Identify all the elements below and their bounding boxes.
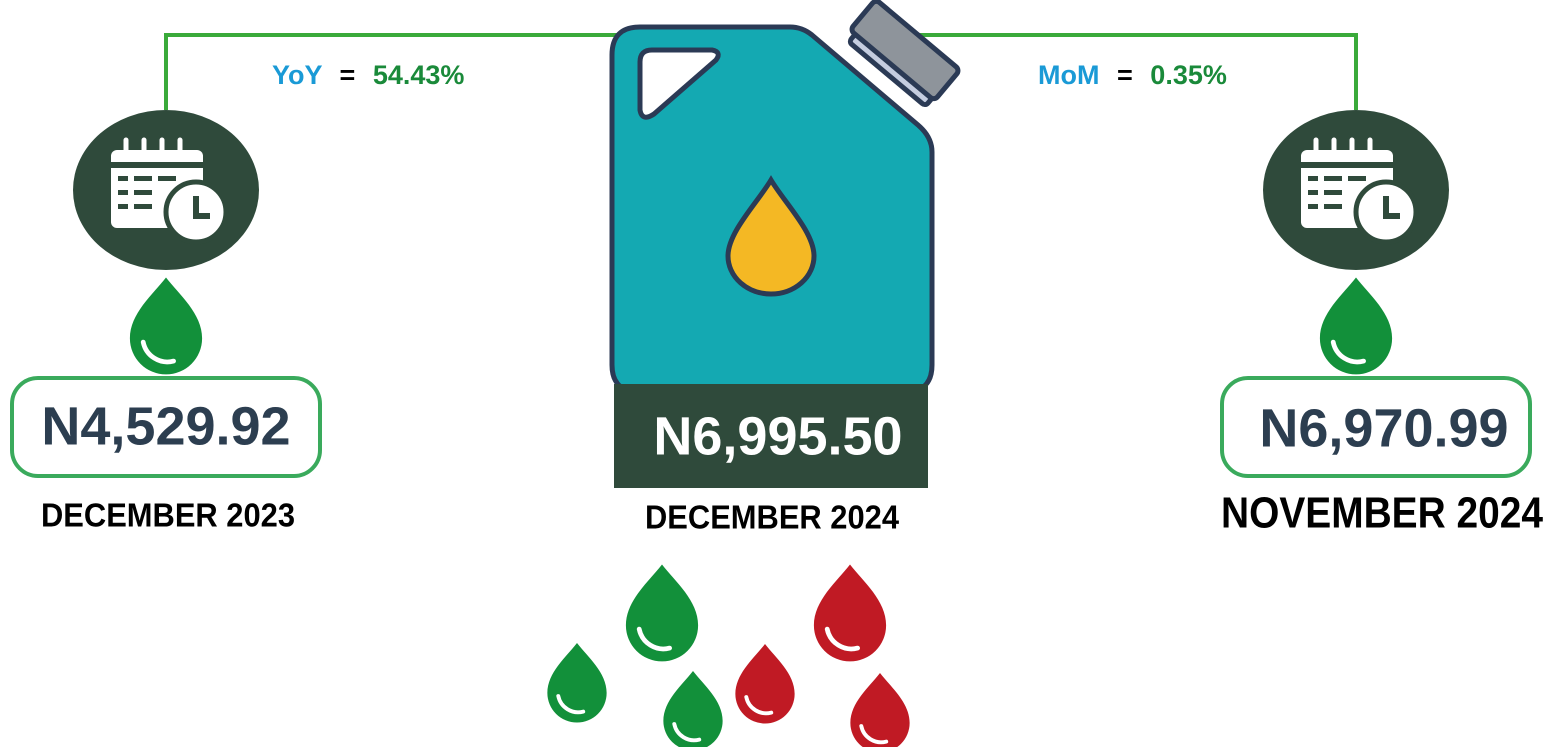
comparison-sign: = [340,60,356,90]
drop-icon [130,277,202,374]
comparison: YoY = 54.43% [272,60,464,90]
price-period: DECEMBER 2023 [41,497,295,534]
comparison-value: 54.43% [373,60,465,90]
price-box [614,384,928,488]
price-amount: N4,529.92 [41,396,290,456]
comparison-value: 0.35% [1150,60,1227,90]
connector [895,33,1358,110]
jerrycan-icon [609,0,961,395]
price-box [10,376,322,478]
comparison-label: MoM [1038,60,1099,90]
price-amount: N6,995.50 [653,406,902,466]
connector [164,33,625,110]
comparison: MoM = 0.35% [1038,60,1227,90]
price-amount: N6,970.99 [1259,398,1508,458]
price-period: DECEMBER 2024 [645,499,900,536]
comparison-label: YoY [272,60,322,90]
drops-decoration [545,565,912,747]
price-box [1220,376,1532,478]
price-period: NOVEMBER 2024 [1221,489,1543,538]
drop-icon [1320,278,1392,375]
comparison-sign: = [1117,60,1133,90]
